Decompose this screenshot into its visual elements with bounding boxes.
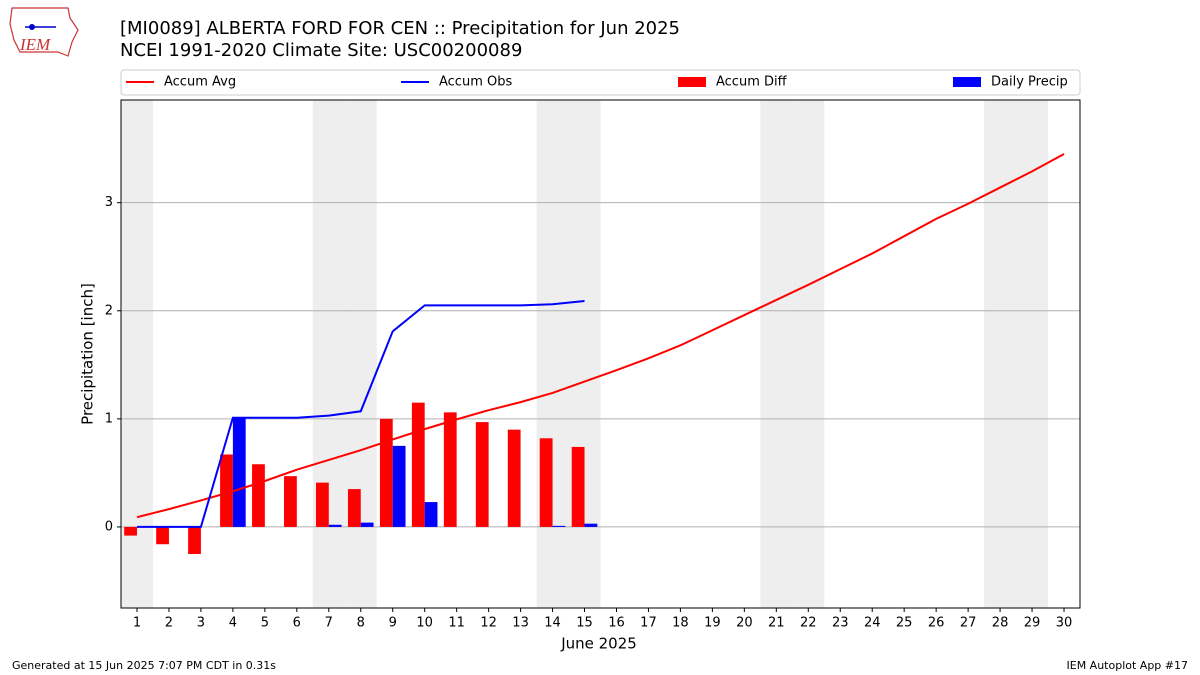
x-tick-label: 4 — [229, 616, 237, 631]
x-tick-label: 5 — [261, 616, 269, 631]
weekend-band — [568, 100, 601, 608]
x-tick-label: 20 — [736, 616, 753, 631]
legend-swatch — [953, 77, 981, 87]
x-tick-label: 19 — [704, 616, 721, 631]
x-tick-label: 26 — [928, 616, 945, 631]
weekend-band — [1016, 100, 1049, 608]
x-axis-label: June 2025 — [560, 635, 637, 653]
weekend-band — [760, 100, 793, 608]
weekend-band — [984, 100, 1017, 608]
y-tick-label: 2 — [105, 303, 113, 318]
x-tick-label: 3 — [197, 616, 205, 631]
x-tick-label: 8 — [357, 616, 365, 631]
weekend-band — [536, 100, 569, 608]
line — [136, 153, 1065, 519]
y-tick-label: 1 — [105, 411, 113, 426]
x-tick-label: 13 — [512, 616, 529, 631]
bar — [539, 438, 553, 527]
bar — [220, 454, 233, 527]
y-tick-label: 0 — [105, 519, 113, 534]
x-tick-label: 1 — [133, 616, 141, 631]
footer-right: IEM Autoplot App #17 — [1067, 659, 1189, 672]
x-tick-label: 27 — [960, 616, 977, 631]
legend-box — [120, 69, 1081, 96]
y-tick-label: 3 — [105, 195, 113, 210]
x-tick-label: 24 — [864, 616, 881, 631]
bar — [507, 429, 521, 527]
weekend-band — [121, 100, 153, 608]
x-tick-label: 16 — [608, 616, 625, 631]
bar — [156, 526, 169, 545]
weekend-band — [344, 100, 377, 608]
bar — [424, 502, 438, 527]
bar — [328, 524, 342, 527]
bar — [360, 522, 374, 527]
x-tick-label: 12 — [480, 616, 497, 631]
legend-label: Daily Precip — [991, 75, 1068, 90]
bar — [124, 526, 137, 536]
bar — [584, 523, 598, 527]
bar — [347, 489, 361, 527]
y-axis-label: Precipitation [inch] — [79, 283, 97, 425]
x-tick-label: 21 — [768, 616, 785, 631]
chart-title: [MI0089] ALBERTA FORD FOR CEN :: Precipi… — [120, 18, 680, 39]
bar — [284, 476, 297, 527]
x-tick-label: 29 — [1024, 616, 1041, 631]
plot-frame — [120, 99, 1081, 609]
legend-label: Accum Diff — [716, 75, 788, 90]
x-tick-label: 25 — [896, 616, 913, 631]
logo-outline — [9, 7, 79, 57]
chart-subtitle: NCEI 1991-2020 Climate Site: USC00200089 — [120, 40, 522, 61]
legend-label: Accum Obs — [439, 75, 512, 90]
legend-label: Accum Avg — [164, 75, 236, 90]
x-tick-label: 2 — [165, 616, 173, 631]
x-tick-label: 15 — [576, 616, 593, 631]
x-tick-label: 28 — [992, 616, 1009, 631]
x-tick-label: 14 — [544, 616, 561, 631]
x-tick-label: 30 — [1056, 616, 1073, 631]
logo-text: IEM — [19, 35, 51, 54]
line — [136, 300, 585, 528]
logo: IEM — [9, 7, 79, 57]
x-tick-label: 9 — [389, 616, 397, 631]
bar — [232, 417, 246, 527]
bar — [571, 446, 585, 527]
x-tick-label: 18 — [672, 616, 689, 631]
x-tick-label: 6 — [293, 616, 301, 631]
bar — [252, 464, 265, 527]
bar — [315, 482, 329, 527]
bar — [411, 402, 425, 527]
bar — [475, 422, 489, 527]
x-tick-label: 17 — [640, 616, 657, 631]
weekend-band — [792, 100, 825, 608]
logo-dot — [29, 24, 35, 30]
x-tick-label: 23 — [832, 616, 849, 631]
x-tick-label: 11 — [448, 616, 465, 631]
bar — [443, 412, 457, 527]
legend-swatch — [678, 77, 706, 87]
footer-left: Generated at 15 Jun 2025 7:07 PM CDT in … — [12, 659, 276, 672]
bar — [188, 526, 201, 554]
x-tick-label: 7 — [325, 616, 333, 631]
bar — [379, 418, 393, 527]
weekend-band — [312, 100, 345, 608]
x-tick-label: 22 — [800, 616, 817, 631]
bar — [552, 525, 566, 527]
bar — [392, 445, 406, 527]
x-tick-label: 10 — [416, 616, 433, 631]
